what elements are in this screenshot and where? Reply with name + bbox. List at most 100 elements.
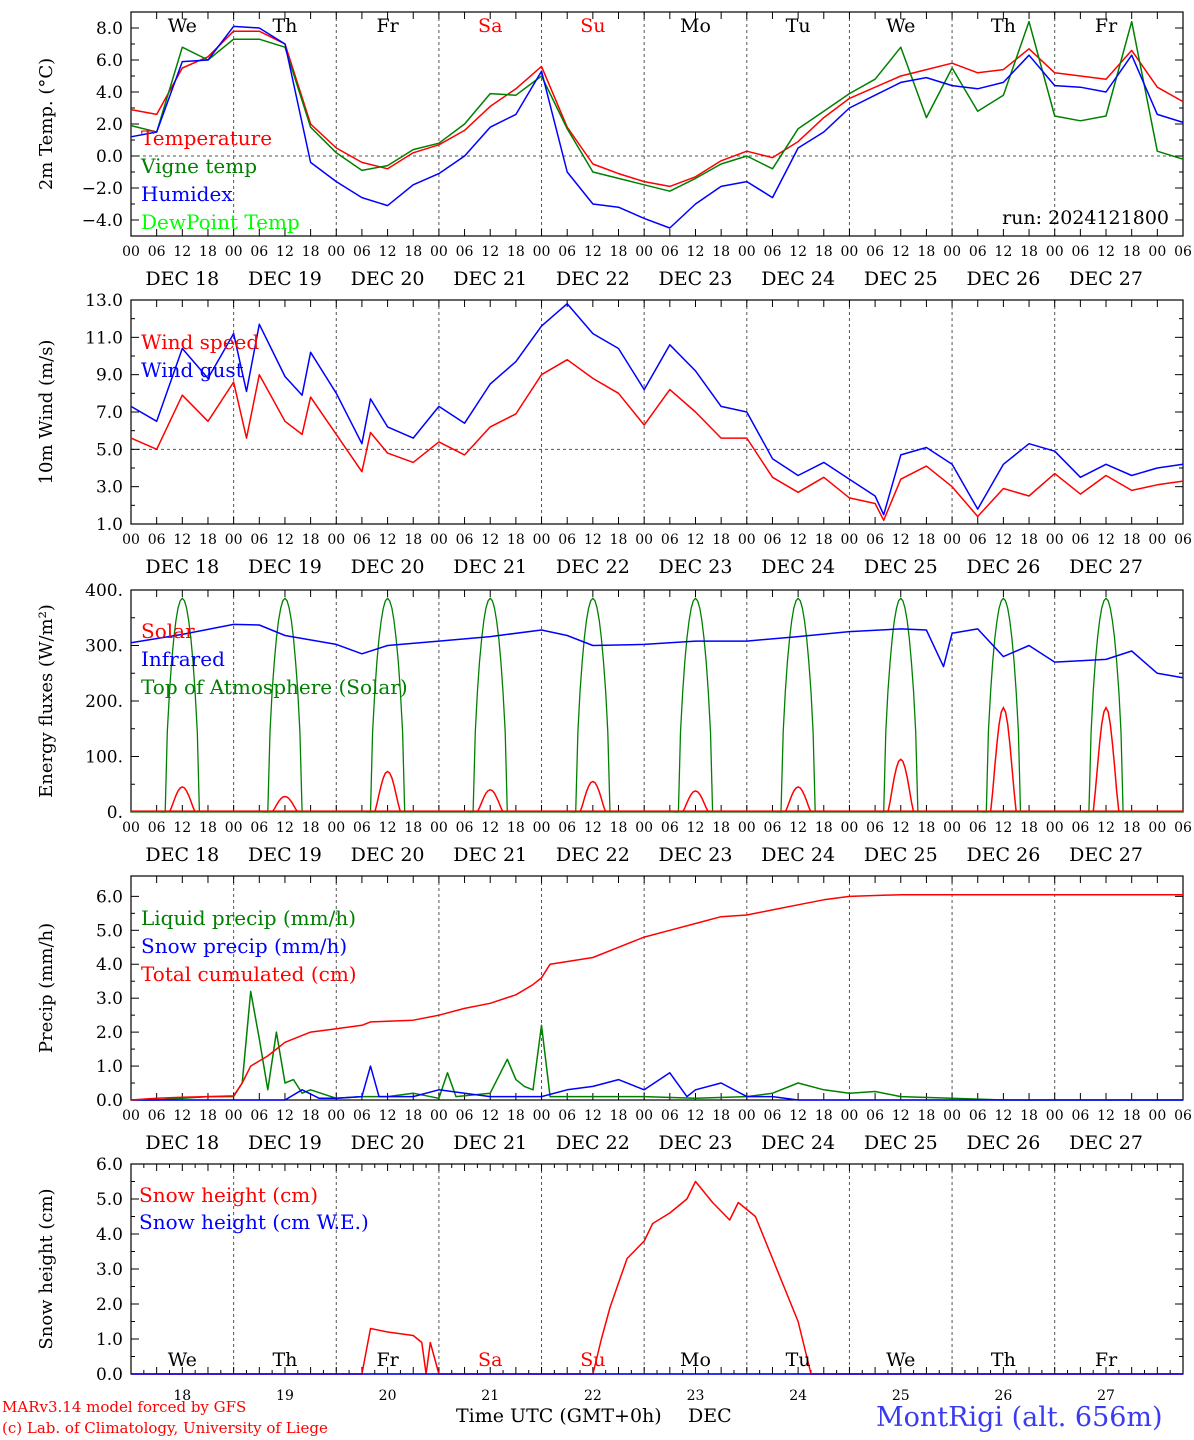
hour-label: 18 [507, 820, 525, 836]
hour-label: 12 [481, 1108, 499, 1124]
hour-label: 00 [225, 1108, 243, 1124]
hour-label: 06 [353, 820, 371, 836]
day-name: Su [580, 1349, 605, 1371]
hour-label: 00 [1046, 244, 1064, 260]
hour-label: 06 [456, 532, 474, 548]
date-label: DEC 21 [453, 1132, 527, 1154]
y-tick-label: 0.0 [96, 147, 123, 167]
hour-label: 12 [994, 532, 1012, 548]
hour-label: 12 [584, 244, 602, 260]
legend-entry: DewPoint Temp [141, 210, 300, 234]
hour-label: 12 [173, 1108, 191, 1124]
model-credit: MARv3.14 model forced by GFS [2, 1398, 247, 1416]
y-tick-label: 0.0 [96, 1365, 123, 1385]
series-line-2 [130, 623, 1184, 679]
solar-bump [374, 770, 402, 813]
hour-label: 06 [1071, 820, 1089, 836]
hour-label: 12 [789, 532, 807, 548]
hour-label: 12 [687, 1108, 705, 1124]
day-name: Th [272, 1349, 297, 1371]
y-tick-label: −2.0 [82, 179, 123, 199]
hour-label: 06 [1071, 1108, 1089, 1124]
hour-label: 12 [1097, 820, 1115, 836]
hour-label: 12 [789, 1108, 807, 1124]
date-label: DEC 25 [864, 556, 938, 578]
solar-bump [271, 795, 299, 813]
hour-label: 18 [712, 1108, 730, 1124]
hour-label: 00 [327, 1108, 345, 1124]
hour-label: 18 [1123, 532, 1141, 548]
y-tick-label: 1.0 [96, 1057, 123, 1077]
day-name: Fr [376, 1349, 399, 1371]
hour-label: 06 [1174, 820, 1192, 836]
hour-label: 06 [250, 1108, 268, 1124]
day-name: Th [272, 15, 297, 37]
hour-label: 00 [225, 532, 243, 548]
hour-label: 00 [122, 820, 140, 836]
legend-entry: Top of Atmosphere (Solar) [141, 675, 408, 699]
hour-label: 00 [533, 532, 551, 548]
legend-entry: Solar [141, 619, 195, 643]
day-name: Fr [1095, 15, 1118, 37]
solar-bump [887, 758, 915, 813]
hour-label: 12 [481, 820, 499, 836]
hour-label: 18 [610, 820, 628, 836]
day-number: 27 [1097, 1388, 1115, 1404]
hour-label: 00 [635, 820, 653, 836]
hour-label: 18 [507, 244, 525, 260]
y-tick-label: 3.0 [96, 989, 123, 1009]
date-label: DEC 22 [556, 268, 630, 290]
date-label: DEC 27 [1069, 1132, 1143, 1154]
day-name: We [168, 15, 197, 37]
x-axis-month: DEC [688, 1405, 732, 1427]
hour-label: 12 [276, 244, 294, 260]
y-tick-label: 1.0 [96, 1330, 123, 1350]
series-line-2 [131, 1065, 1183, 1101]
solar-bump [168, 786, 196, 813]
date-label: DEC 24 [761, 268, 835, 290]
hour-label: 00 [1046, 532, 1064, 548]
panel-3: 400. 300. 200. 100. 0. Energy fluxes (W/m²) 00… [36, 581, 1192, 866]
hour-label: 18 [1020, 1108, 1038, 1124]
y-axis-label: Precip (mm/h) [36, 923, 57, 1053]
hour-label: 00 [225, 244, 243, 260]
y-tick-label: 6.0 [96, 1155, 123, 1175]
hour-label: 00 [841, 532, 859, 548]
hour-label: 00 [943, 244, 961, 260]
day-number: 26 [994, 1388, 1012, 1404]
hour-label: 18 [199, 244, 217, 260]
y-tick-label: 2.0 [96, 1295, 123, 1315]
date-label: DEC 23 [659, 556, 733, 578]
hour-label: 06 [558, 1108, 576, 1124]
plot-frame [130, 11, 1184, 237]
hour-label: 18 [1020, 244, 1038, 260]
hour-label: 12 [173, 820, 191, 836]
date-label: DEC 25 [864, 844, 938, 866]
hour-label: 18 [815, 244, 833, 260]
solar-bump [989, 706, 1017, 813]
hour-label: 12 [892, 820, 910, 836]
date-label: DEC 22 [556, 844, 630, 866]
toa-solar-bump [263, 597, 303, 813]
hour-label: 12 [687, 244, 705, 260]
hour-label: 18 [302, 532, 320, 548]
day-name: Mo [680, 15, 711, 37]
x-axis-title: Time UTC (GMT+0h) [456, 1405, 662, 1427]
date-label: DEC 18 [145, 556, 219, 578]
hour-label: 06 [148, 532, 166, 548]
hour-label: 18 [507, 1108, 525, 1124]
plot-frame [130, 299, 1184, 525]
hour-label: 18 [404, 532, 422, 548]
hour-label: 06 [1174, 1108, 1192, 1124]
hour-label: 06 [148, 244, 166, 260]
lab-credit: (c) Lab. of Climatology, University of L… [2, 1419, 328, 1437]
hour-label: 00 [327, 820, 345, 836]
toa-solar-bump [674, 597, 714, 813]
y-tick-label: 4.0 [96, 955, 123, 975]
date-label: DEC 23 [659, 1132, 733, 1154]
series-line-2 [130, 302, 1184, 516]
hour-label: 00 [122, 244, 140, 260]
hour-label: 00 [122, 1108, 140, 1124]
day-name: We [886, 15, 915, 37]
